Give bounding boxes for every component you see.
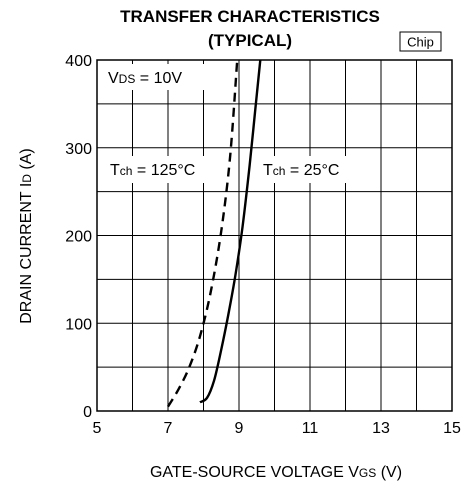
x-axis-ticks: 5 7 9 11 13 15	[93, 420, 461, 437]
grid	[97, 60, 452, 411]
y-axis-label: DRAIN CURRENT ID (A)	[18, 148, 35, 324]
y-tick-label: 100	[65, 316, 92, 333]
y-tick-label: 0	[83, 404, 92, 421]
y-tick-label: 300	[65, 141, 92, 158]
chip-badge: Chip	[399, 31, 442, 52]
tch125-annotation: Tch = 125°C	[110, 162, 195, 179]
curve-tch-25	[199, 59, 262, 404]
x-tick-label: 7	[164, 420, 173, 437]
vds-annotation-bg	[101, 64, 205, 90]
plot-frame	[96, 59, 453, 412]
x-tick-label: 9	[235, 420, 244, 437]
x-tick-label: 11	[302, 420, 319, 437]
tch25-annotation: Tch = 25°C	[263, 162, 339, 179]
vds-annotation: VDS = 10V	[108, 70, 182, 87]
series-group	[166, 59, 262, 408]
x-axis-label: GATE-SOURCE VOLTAGE VGS (V)	[150, 464, 402, 481]
curve-tch-125	[166, 59, 239, 408]
y-tick-label: 400	[65, 53, 92, 70]
y-axis-ticks: 0 100 200 300 400	[65, 53, 92, 421]
y-tick-label: 200	[65, 229, 92, 246]
t25-annotation-bg	[259, 156, 372, 183]
chip-badge-label: Chip	[407, 35, 434, 50]
x-tick-label: 5	[93, 420, 102, 437]
t125-annotation-bg	[106, 156, 224, 183]
x-tick-label: 15	[443, 420, 461, 437]
x-tick-label: 13	[372, 420, 390, 437]
chart-title-line1: TRANSFER CHARACTERISTICS	[120, 7, 380, 26]
chart-title-line2: (TYPICAL)	[208, 31, 292, 50]
